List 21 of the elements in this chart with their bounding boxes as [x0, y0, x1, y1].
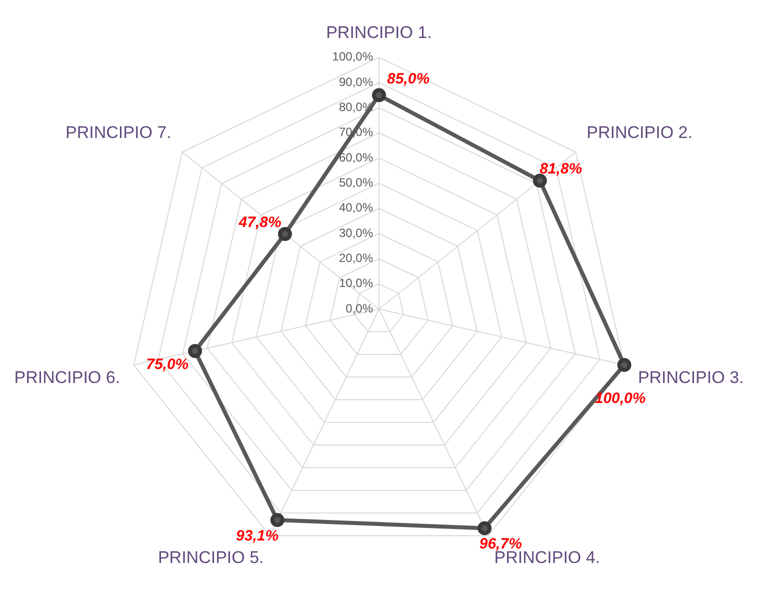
y-tick-label: 90,0% — [338, 74, 374, 89]
spoke-label: PRINCIPIO 7. — [66, 122, 172, 142]
y-tick-label: 60,0% — [338, 150, 374, 164]
spoke-label: PRINCIPIO 2. — [586, 122, 692, 142]
data-label: 75,0% — [146, 356, 189, 374]
y-tick-label: 10,0% — [338, 276, 374, 290]
spoke-label: PRINCIPIO 5. — [158, 548, 264, 568]
y-tick-label: 40,0% — [338, 200, 374, 215]
data-label: 47,8% — [238, 214, 282, 231]
y-tick-label: 50,0% — [338, 176, 374, 190]
y-tick-label: 100,0% — [332, 50, 374, 64]
spoke-label: PRINCIPIO 3. — [638, 368, 744, 387]
y-tick-label: 30,0% — [338, 226, 374, 240]
spoke-label: PRINCIPIO 6. — [14, 368, 120, 387]
y-tick-label: 0,0% — [346, 301, 374, 316]
spoke-label: PRINCIPIO 1. — [326, 22, 432, 42]
data-label: 93,1% — [236, 527, 279, 544]
data-label: 85,0% — [387, 70, 430, 88]
y-tick-label: 20,0% — [338, 250, 374, 265]
data-label: 100,0% — [594, 390, 646, 408]
data-label: 81,8% — [540, 160, 582, 178]
